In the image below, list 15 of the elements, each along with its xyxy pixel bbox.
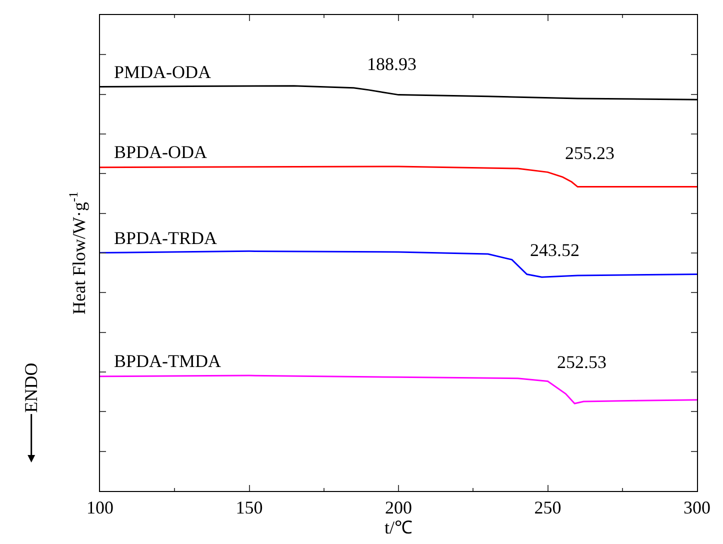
x-tick-label: 250	[534, 498, 562, 518]
annotation: 243.52	[530, 240, 580, 260]
series-label: BPDA-TMDA	[114, 351, 222, 371]
x-tick-label: 200	[385, 498, 412, 518]
series-label: PMDA-ODA	[114, 62, 212, 82]
x-axis-title: t/℃	[384, 518, 413, 538]
series-label: BPDA-TRDA	[114, 228, 218, 248]
annotation: 188.93	[367, 54, 416, 74]
text: ENDO	[20, 362, 41, 413]
x-tick-label: 300	[684, 498, 710, 518]
series-label: BPDA-ODA	[114, 142, 208, 162]
annotation: 255.23	[565, 143, 614, 163]
x-tick-label: 150	[236, 498, 263, 518]
x-tick-label: 100	[86, 498, 114, 518]
annotation: 252.53	[557, 352, 606, 372]
